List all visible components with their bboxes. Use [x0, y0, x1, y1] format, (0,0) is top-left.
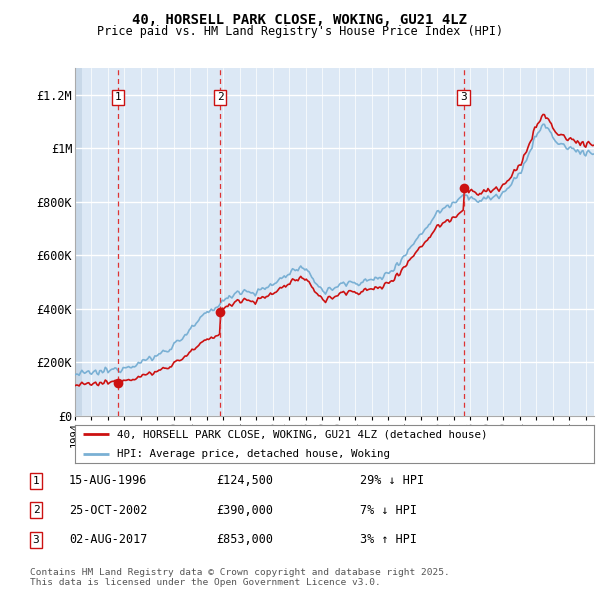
Text: 25-OCT-2002: 25-OCT-2002: [69, 504, 148, 517]
Text: 40, HORSELL PARK CLOSE, WOKING, GU21 4LZ (detached house): 40, HORSELL PARK CLOSE, WOKING, GU21 4LZ…: [116, 430, 487, 440]
Text: 3: 3: [32, 535, 40, 545]
Text: 1: 1: [32, 476, 40, 486]
Text: £853,000: £853,000: [216, 533, 273, 546]
Text: 40, HORSELL PARK CLOSE, WOKING, GU21 4LZ: 40, HORSELL PARK CLOSE, WOKING, GU21 4LZ: [133, 13, 467, 27]
Text: 1: 1: [115, 93, 122, 103]
Text: £124,500: £124,500: [216, 474, 273, 487]
Text: 15-AUG-1996: 15-AUG-1996: [69, 474, 148, 487]
Text: HPI: Average price, detached house, Woking: HPI: Average price, detached house, Woki…: [116, 448, 389, 458]
Text: 7% ↓ HPI: 7% ↓ HPI: [360, 504, 417, 517]
Text: 29% ↓ HPI: 29% ↓ HPI: [360, 474, 424, 487]
Text: Contains HM Land Registry data © Crown copyright and database right 2025.
This d: Contains HM Land Registry data © Crown c…: [30, 568, 450, 587]
Text: 3% ↑ HPI: 3% ↑ HPI: [360, 533, 417, 546]
Text: 2: 2: [32, 506, 40, 515]
Text: £390,000: £390,000: [216, 504, 273, 517]
Text: 02-AUG-2017: 02-AUG-2017: [69, 533, 148, 546]
Bar: [75, 68, 82, 416]
Text: 2: 2: [217, 93, 224, 103]
Text: 3: 3: [460, 93, 467, 103]
Text: Price paid vs. HM Land Registry's House Price Index (HPI): Price paid vs. HM Land Registry's House …: [97, 25, 503, 38]
